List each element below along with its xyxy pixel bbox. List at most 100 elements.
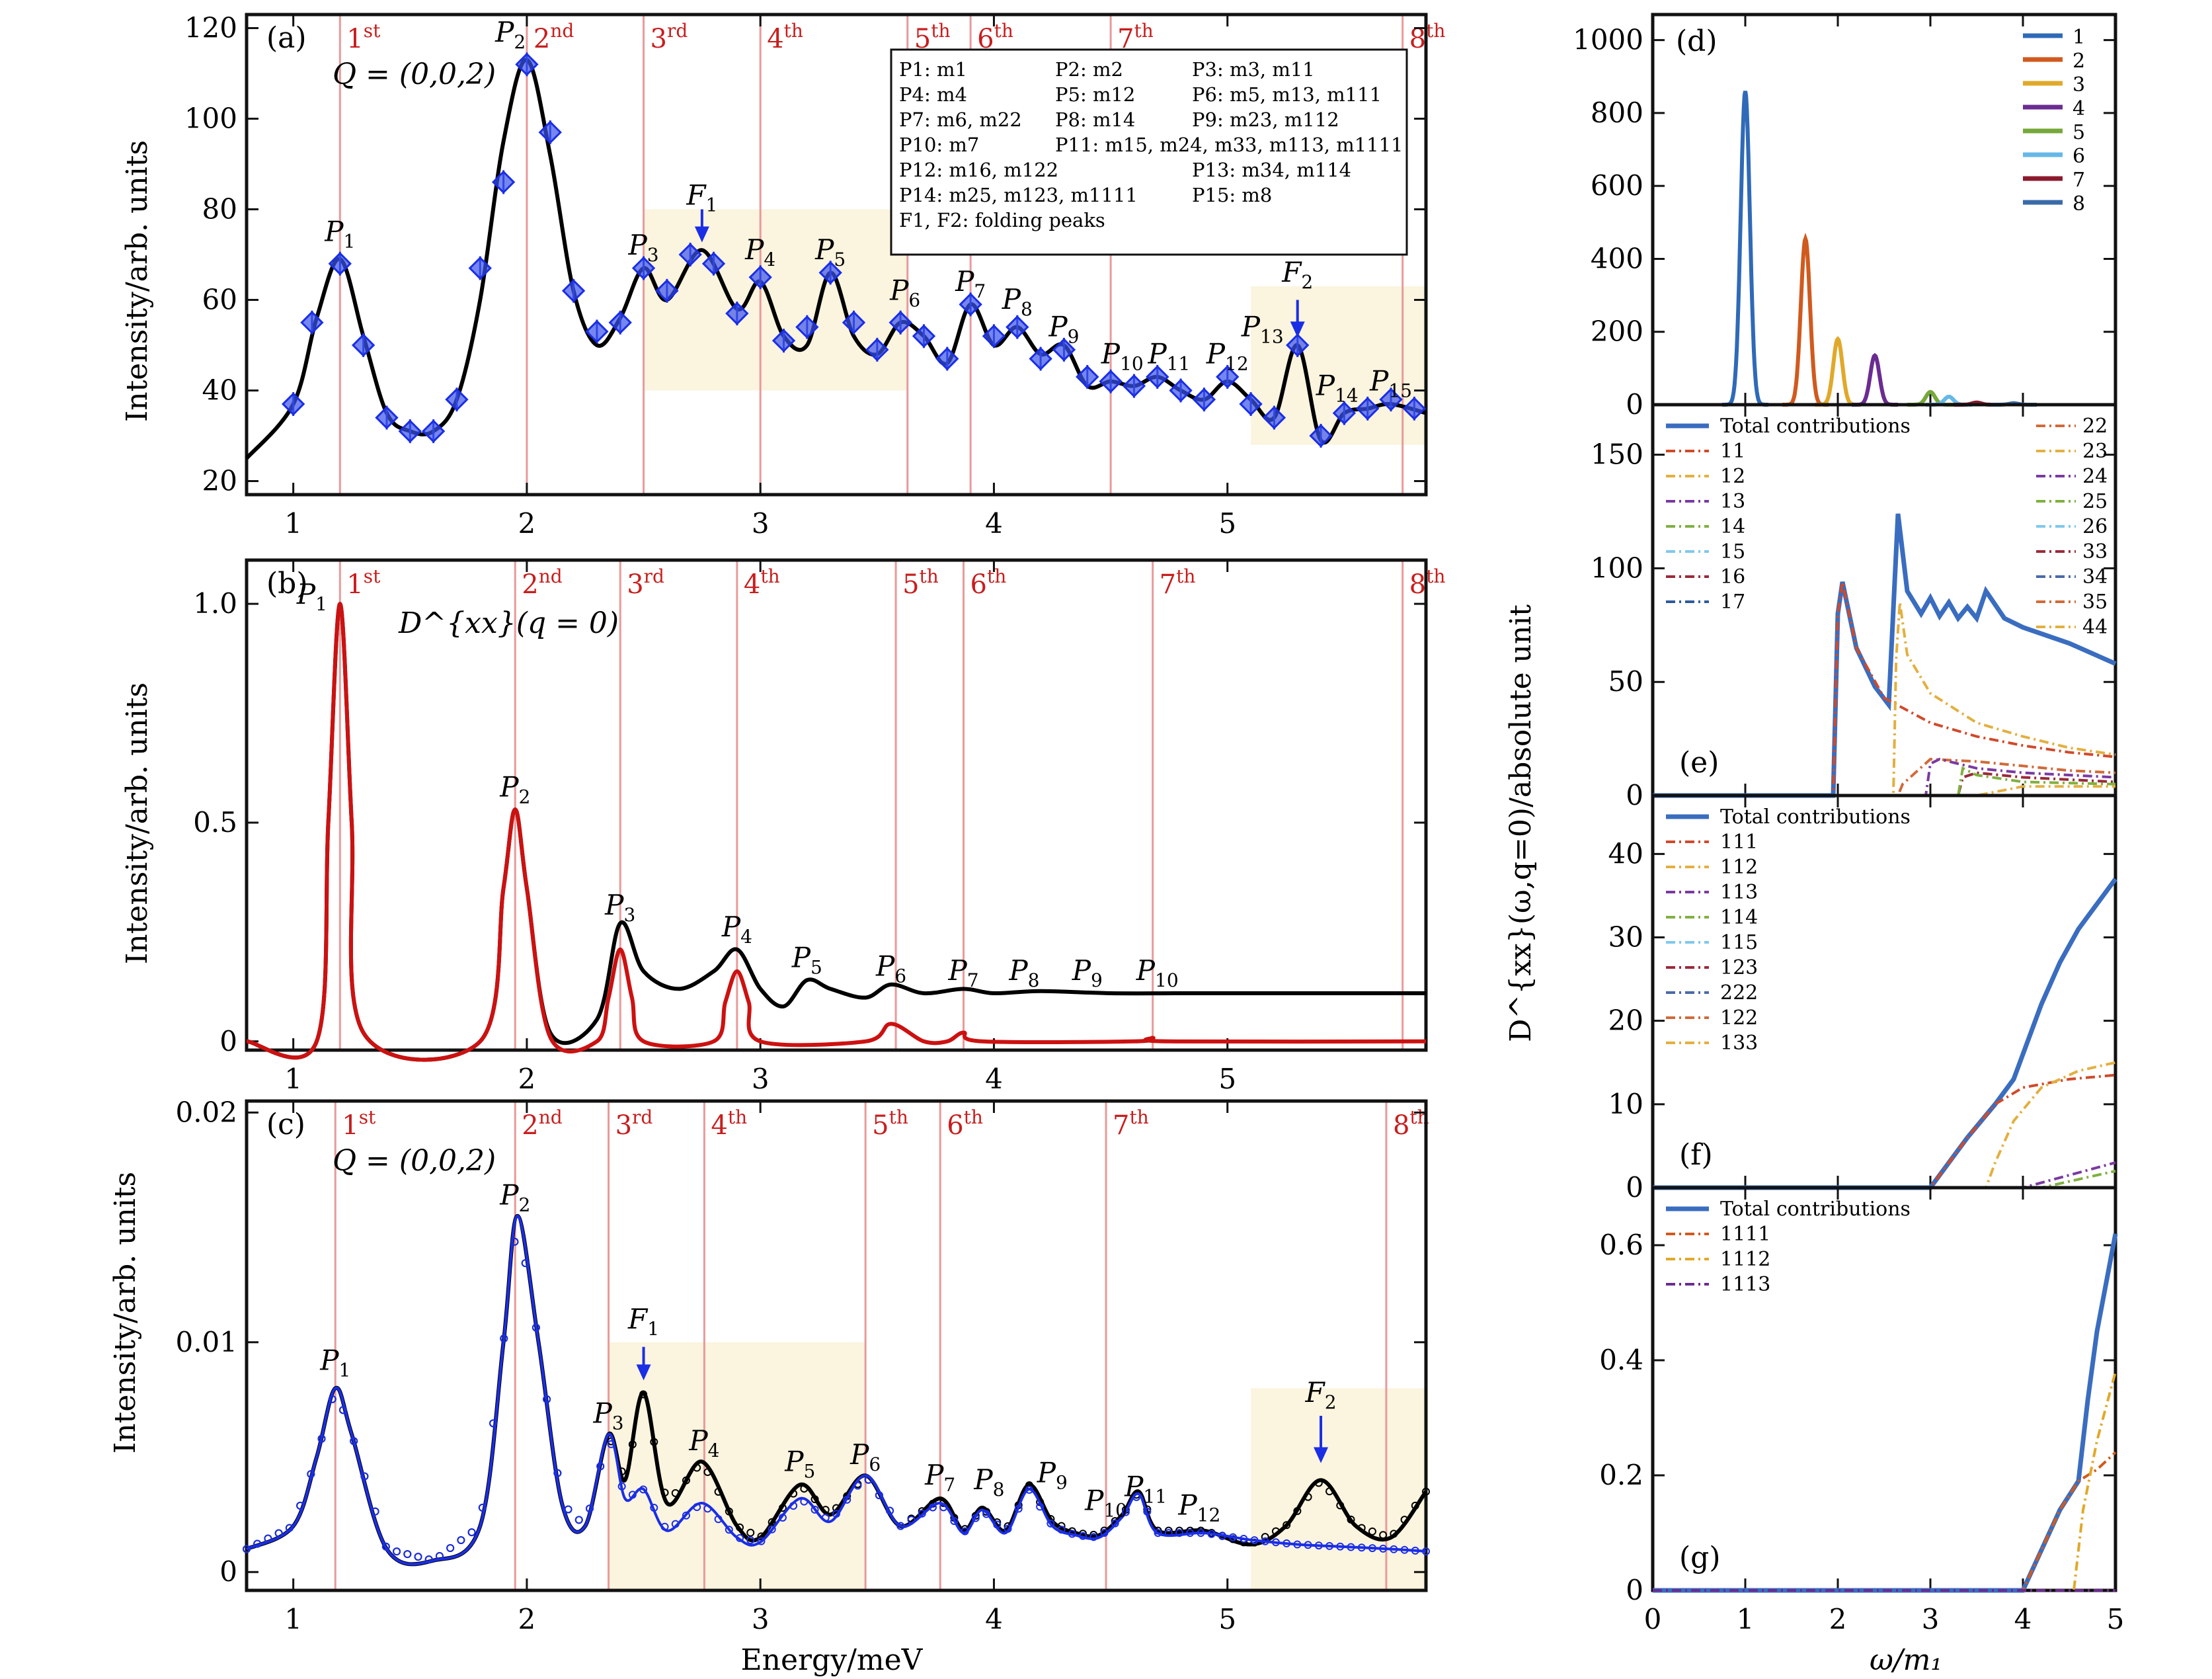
- data-point-a-29: [959, 292, 982, 317]
- legend-label-right-e-1: 23: [2082, 440, 2108, 463]
- data-point-a-48: [1402, 397, 1427, 421]
- marker-c-total-38: [650, 1438, 658, 1446]
- marker-c-no-folding-9: [338, 1406, 347, 1414]
- y-tick-label-f-3: 30: [1608, 921, 1643, 953]
- data-point-a-21: [771, 329, 796, 352]
- legend-label-right-e-2: 24: [2082, 465, 2108, 488]
- order-label-b-1: 2nd: [522, 565, 562, 600]
- data-point-a-4: [375, 405, 399, 430]
- y-tick-label-e-2: 100: [1591, 552, 1643, 584]
- marker-c-total-99: [1304, 1493, 1312, 1501]
- marker-c-no-folding-33: [596, 1462, 605, 1471]
- frame-c: [245, 1099, 1428, 1592]
- marker-c-total-103: [1347, 1515, 1355, 1524]
- marker-c-no-folding-43: [703, 1504, 712, 1513]
- arrow-head-c-0: [636, 1364, 651, 1381]
- marker-c-total-37: [639, 1390, 648, 1399]
- legend-label-e-0: Total contributions: [1720, 415, 1911, 438]
- marker-c-no-folding-74: [1036, 1502, 1045, 1511]
- data-point-a-2: [328, 252, 352, 276]
- marker-c-no-folding-63: [918, 1509, 926, 1518]
- box-entry-4-2: P13: m34, m114: [1192, 159, 1351, 181]
- series-b-single: [246, 602, 1427, 1062]
- series-e-22: [1653, 602, 2116, 797]
- legend-label-f-4: 114: [1720, 906, 1758, 929]
- marker-c-no-folding-34: [607, 1440, 615, 1448]
- marker-c-no-folding-3: [274, 1529, 283, 1537]
- marker-c-no-folding-28: [543, 1395, 551, 1404]
- x-tick-label-g-0: 0: [1644, 1603, 1662, 1635]
- order-label-c-5: 6th: [947, 1106, 983, 1141]
- x-tick-label-g-5: 5: [2107, 1603, 2125, 1635]
- marker-c-no-folding-108: [1400, 1545, 1409, 1554]
- marker-c-no-folding-99: [1304, 1541, 1312, 1549]
- marker-c-no-folding-15: [403, 1550, 412, 1559]
- peak-label-a-0: P1: [324, 215, 355, 252]
- frame-a: [245, 13, 1428, 497]
- marker-c-no-folding-18: [435, 1551, 444, 1560]
- data-point-a-0: [281, 392, 305, 416]
- marker-c-no-folding-84: [1143, 1507, 1152, 1516]
- marker-c-total-48: [757, 1532, 766, 1541]
- legend-label-e-7: 17: [1720, 591, 1745, 614]
- marker-c-no-folding-109: [1411, 1546, 1419, 1555]
- marker-c-no-folding-55: [832, 1510, 840, 1518]
- series-f-113: [1653, 1161, 2116, 1189]
- peak-label-c-11: P11: [1124, 1471, 1167, 1508]
- legend-label-right-e-4: 26: [2082, 515, 2108, 538]
- marker-c-no-folding-25: [510, 1237, 519, 1246]
- marker-c-no-folding-107: [1390, 1545, 1398, 1553]
- panel-label-f: (f): [1679, 1138, 1713, 1172]
- data-point-a-36: [1122, 374, 1146, 398]
- legend-label-e-2: 12: [1720, 465, 1745, 488]
- marker-c-no-folding-31: [574, 1516, 583, 1524]
- order-label-a-2: 3rd: [651, 20, 688, 54]
- marker-c-total-105: [1368, 1527, 1376, 1536]
- legend-label-right-e-7: 35: [2082, 591, 2108, 614]
- marker-c-no-folding-56: [843, 1495, 851, 1504]
- x-tick-label-g-2: 2: [1829, 1603, 1847, 1635]
- marker-c-no-folding-8: [328, 1395, 336, 1403]
- peak-label-c-13: F2: [1305, 1376, 1337, 1413]
- y-tick-label-g-1: 0.2: [1599, 1459, 1643, 1491]
- series-e-13: [1653, 757, 2116, 797]
- y-tick-label-b-0: 0: [219, 1025, 237, 1057]
- marker-c-total-50: [778, 1504, 787, 1512]
- series-e-11: [1653, 581, 2116, 797]
- marker-c-no-folding-75: [1047, 1519, 1055, 1528]
- marker-c-no-folding-82: [1121, 1508, 1130, 1516]
- marker-c-no-folding-10: [350, 1437, 358, 1446]
- marker-c-no-folding-40: [671, 1520, 680, 1528]
- order-label-c-7: 8th: [1393, 1106, 1429, 1141]
- marker-c-no-folding-110: [1422, 1547, 1430, 1555]
- left-y-label-a: Intensity/arb. units: [120, 140, 154, 422]
- marker-c-no-folding-1: [253, 1539, 262, 1548]
- peak-label-a-14: F2: [1281, 256, 1313, 293]
- marker-c-no-folding-69: [982, 1510, 991, 1518]
- data-point-a-12: [561, 279, 586, 303]
- peak-label-a-3: F1: [686, 179, 717, 216]
- annotation-a: Q = (0,0,2): [333, 58, 496, 91]
- order-label-c-1: 2nd: [522, 1106, 562, 1141]
- peak-label-a-12: P12: [1206, 337, 1249, 374]
- legend-label-f-9: 133: [1720, 1032, 1758, 1055]
- data-point-a-9: [491, 170, 516, 194]
- marker-c-total-39: [660, 1489, 669, 1497]
- x-tick-label-c-2: 3: [752, 1603, 770, 1635]
- marker-c-no-folding-106: [1379, 1544, 1388, 1553]
- peak-label-b-0: P1: [296, 578, 327, 615]
- box-entry-0-2: P3: m3, m11: [1192, 58, 1315, 81]
- marker-c-no-folding-95: [1261, 1537, 1269, 1545]
- legend-label-f-7: 222: [1720, 981, 1758, 1004]
- data-point-a-7: [445, 388, 469, 411]
- series-b-total: [246, 602, 1426, 1062]
- legend-label-e-3: 13: [1720, 490, 1745, 513]
- shaded-region-c-1: [1251, 1388, 1426, 1590]
- order-label-b-2: 3rd: [627, 565, 664, 600]
- peak-label-a-11: P11: [1147, 337, 1190, 374]
- y-tick-label-c-2: 0.02: [175, 1096, 237, 1128]
- order-label-c-6: 7th: [1113, 1106, 1149, 1141]
- data-point-a-44: [1309, 424, 1333, 448]
- marker-c-no-folding-66: [950, 1517, 959, 1526]
- x-tick-label-c-3: 4: [985, 1603, 1003, 1635]
